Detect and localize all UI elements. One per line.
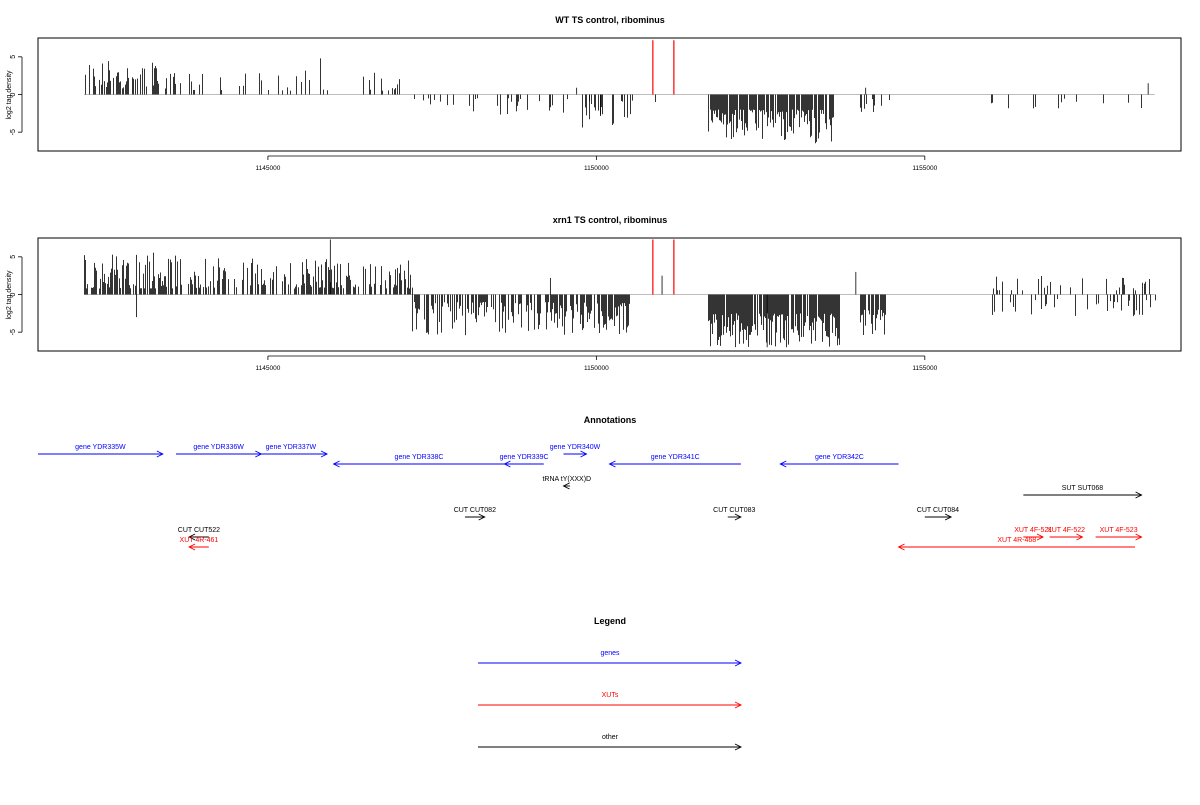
annotation-feature: CUT CUT084 xyxy=(917,507,959,521)
feature-label: XUT 4F-522 xyxy=(1047,527,1085,534)
feature-label: gene YDR340W xyxy=(550,444,601,451)
y-tick-label: 5 xyxy=(10,55,17,59)
y-axis-label: log2 tag density xyxy=(6,270,13,320)
arrow-head xyxy=(1135,491,1143,499)
y-axis-label: log2 tag density xyxy=(6,70,13,120)
annotation-feature: gene YDR341C xyxy=(608,454,741,468)
legend-label: genes xyxy=(600,650,620,657)
arrow-head xyxy=(332,460,340,468)
annotation-feature: gene YDR335W xyxy=(38,444,164,458)
feature-label: gene YDR341C xyxy=(651,454,700,461)
feature-label: gene YDR342C xyxy=(815,454,864,461)
arrow-head xyxy=(1076,533,1084,541)
density-bars xyxy=(83,40,1155,144)
feature-label: CUT CUT082 xyxy=(454,507,496,514)
feature-label: tRNA tY(XXX)D xyxy=(542,476,591,483)
feature-label: CUT CUT522 xyxy=(178,527,220,534)
annotation-feature: SUT SUT068 xyxy=(1023,485,1143,499)
plot-frame xyxy=(37,37,1182,152)
legend-title: Legend xyxy=(594,616,626,626)
y-axis: -5 0 5 xyxy=(10,255,23,335)
annotation-feature: XUT 4F-521 xyxy=(1014,527,1052,541)
annotation-feature: gene YDR336W xyxy=(175,444,263,458)
annotation-feature: CUT CUT522 xyxy=(178,527,220,541)
annotation-feature: XUT 4F-523 xyxy=(1095,527,1143,541)
y-tick-label: -5 xyxy=(10,329,17,335)
annotation-feature: gene YDR337W xyxy=(254,444,329,458)
plot-frame xyxy=(37,237,1182,352)
legend: Legend genes XUTs other xyxy=(478,616,743,751)
annotation-feature: tRNA tY(XXX)D xyxy=(542,476,591,490)
xrn1-density-panel: xrn1 TS control, ribominus log2 tag dens… xyxy=(6,215,1182,372)
annotation-features: gene YDR335W gene YDR336W gene YDR337W gene… xyxy=(38,444,1143,551)
feature-label: XUT 4R-461 xyxy=(180,537,219,544)
arrow-head xyxy=(779,460,787,468)
arrow-head xyxy=(188,533,196,541)
annotation-feature: gene YDR339C xyxy=(500,454,549,468)
annotation-feature: XUT 4R-461 xyxy=(180,537,219,551)
arrow-head xyxy=(478,513,486,521)
feature-label: gene YDR339C xyxy=(500,454,549,461)
x-tick-label: 1145000 xyxy=(255,365,280,372)
feature-label: gene YDR337W xyxy=(266,444,317,451)
legend-entry: XUTs xyxy=(478,692,743,709)
annotations-track: Annotations gene YDR335W gene YDR336W gene… xyxy=(38,415,1143,551)
legend-entries: genes XUTs other xyxy=(478,650,743,751)
arrow-head xyxy=(503,460,511,468)
feature-label: gene YDR335W xyxy=(75,444,126,451)
x-tick-label: 1150000 xyxy=(584,165,609,172)
arrow-head xyxy=(1036,533,1045,541)
y-axis: -5 0 5 xyxy=(10,55,23,135)
feature-label: SUT SUT068 xyxy=(1062,485,1104,492)
arrow-head xyxy=(944,513,953,521)
arrow-head xyxy=(562,482,570,490)
y-tick-label: -5 xyxy=(10,129,17,135)
annotation-feature: gene YDR338C xyxy=(332,454,505,468)
annotation-feature: XUT 4R-468 xyxy=(897,537,1136,551)
feature-label: gene YDR336W xyxy=(193,444,244,451)
legend-entry: other xyxy=(478,734,743,751)
x-tick-label: 1155000 xyxy=(912,365,937,372)
y-tick-label: 0 xyxy=(10,292,17,296)
arrow-head xyxy=(580,450,588,458)
panel-title: xrn1 TS control, ribominus xyxy=(553,215,668,225)
annotation-feature: gene YDR340W xyxy=(550,444,601,458)
x-axis: 1145000 1150000 1155000 xyxy=(255,155,938,172)
feature-label: XUT 4R-468 xyxy=(997,537,1036,544)
annotation-feature: XUT 4F-522 xyxy=(1047,527,1085,541)
arrow-head xyxy=(734,701,743,709)
arrow-head xyxy=(897,543,905,551)
feature-label: gene YDR338C xyxy=(395,454,444,461)
arrow-head xyxy=(188,543,196,551)
feature-label: CUT CUT083 xyxy=(713,507,755,514)
annotation-feature: CUT CUT083 xyxy=(713,507,756,521)
arrow-head xyxy=(734,743,743,751)
arrow-head xyxy=(320,450,329,458)
legend-label: XUTs xyxy=(602,692,619,699)
x-tick-label: 1155000 xyxy=(912,165,937,172)
feature-label: CUT CUT084 xyxy=(917,507,959,514)
feature-label: XUT 4F-521 xyxy=(1014,527,1052,534)
annotation-feature: CUT CUT082 xyxy=(454,507,496,521)
wt-density-panel: WT TS control, ribominus log2 tag densit… xyxy=(6,15,1182,172)
panel-title: WT TS control, ribominus xyxy=(555,15,665,25)
y-tick-label: 0 xyxy=(10,92,17,96)
x-tick-label: 1150000 xyxy=(584,365,609,372)
arrow-head xyxy=(608,460,616,468)
density-bars xyxy=(83,239,1156,348)
annotation-feature: gene YDR342C xyxy=(779,454,899,468)
legend-label: other xyxy=(602,734,619,741)
arrow-head xyxy=(156,450,164,458)
arrow-head xyxy=(734,659,743,667)
annotations-title: Annotations xyxy=(584,415,637,425)
x-axis: 1145000 1150000 1155000 xyxy=(255,355,938,372)
feature-label: XUT 4F-523 xyxy=(1100,527,1138,534)
arrow-head xyxy=(734,513,742,521)
legend-entry: genes xyxy=(478,650,743,667)
arrow-head xyxy=(1135,533,1143,541)
x-tick-label: 1145000 xyxy=(255,165,280,172)
y-tick-label: 5 xyxy=(10,255,17,259)
